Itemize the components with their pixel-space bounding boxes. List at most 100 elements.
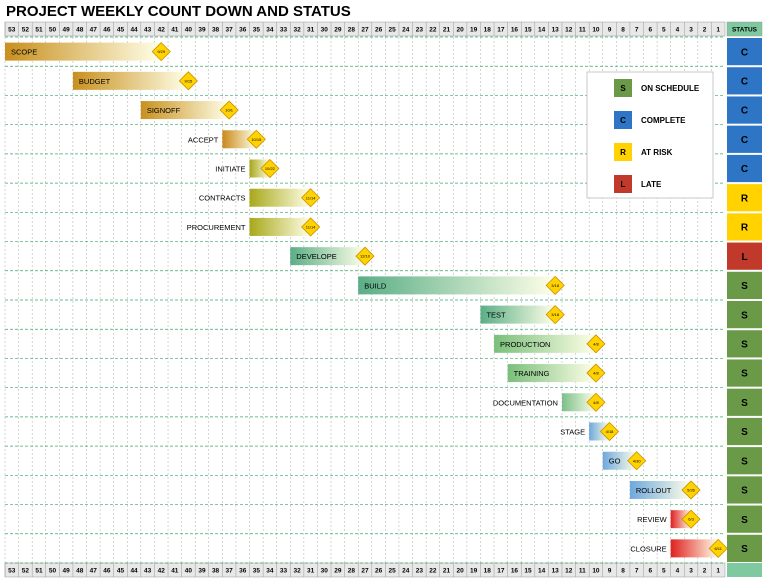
week-label: 32 — [293, 568, 301, 575]
milestone-date: 4/8 — [593, 400, 599, 405]
week-label: 17 — [497, 27, 505, 34]
milestone-date: 10/15 — [251, 137, 262, 142]
task-bar — [561, 393, 596, 412]
task-bar — [290, 247, 365, 266]
status-cell — [727, 301, 762, 329]
week-label: 47 — [90, 568, 98, 575]
week-label: 4 — [676, 27, 680, 34]
week-label: 28 — [348, 27, 356, 34]
status-cell — [727, 476, 762, 504]
week-label: 20 — [456, 27, 464, 34]
week-label: 26 — [375, 568, 383, 575]
milestone — [599, 421, 620, 442]
milestone-date: 10/1 — [225, 108, 234, 113]
status-cell — [727, 125, 762, 153]
week-label: 37 — [226, 568, 234, 575]
status-code: S — [741, 427, 748, 438]
week-label: 11 — [579, 27, 586, 34]
status-cell — [727, 213, 762, 241]
task-label: TEST — [486, 311, 506, 320]
week-label: 32 — [293, 27, 301, 34]
week-label: 8 — [621, 568, 625, 575]
task-bar — [629, 480, 692, 499]
status-cell — [727, 271, 762, 299]
task-label: GO — [609, 457, 621, 466]
week-label: 12 — [565, 27, 573, 34]
legend-code: S — [620, 84, 626, 93]
task-bar — [480, 305, 556, 324]
status-code: S — [741, 486, 748, 497]
legend-label: AT RISK — [641, 148, 673, 157]
status-code: C — [741, 76, 748, 87]
week-label: 31 — [307, 27, 315, 34]
task-bar — [602, 451, 637, 470]
week-label: 39 — [198, 27, 206, 34]
task-label: DOCUMENTATION — [493, 398, 558, 407]
week-label: 48 — [76, 27, 84, 34]
week-label: 7 — [635, 27, 639, 34]
week-label: 36 — [239, 568, 247, 575]
week-label: 33 — [280, 568, 288, 575]
week-label: 15 — [524, 27, 532, 34]
week-label: 25 — [389, 568, 397, 575]
milestone-date: 4/8 — [593, 341, 599, 346]
status-cell — [727, 359, 762, 387]
milestone-date: 11/14 — [306, 225, 316, 230]
status-cell — [727, 417, 762, 446]
task-label: PRODUCTION — [500, 340, 550, 349]
milestone — [246, 129, 266, 149]
week-label: 35 — [253, 27, 261, 34]
status-footer-bg — [727, 563, 762, 577]
milestone — [627, 451, 647, 471]
week-label: 27 — [361, 27, 369, 34]
milestone — [545, 275, 565, 295]
legend-code: L — [621, 180, 626, 189]
task-label: BUDGET — [79, 77, 111, 86]
week-label: 22 — [429, 27, 437, 34]
task-bar — [507, 364, 596, 383]
status-code: S — [741, 515, 748, 526]
week-label: 21 — [443, 27, 451, 34]
task-label: ROLLOUT — [636, 486, 672, 495]
task-bar — [589, 422, 610, 441]
week-label: 40 — [185, 568, 193, 575]
status-header-bg — [726, 21, 763, 37]
milestone-date: 6/11 — [714, 546, 722, 551]
status-cell — [727, 505, 762, 533]
milestone-date: 9/15 — [184, 78, 193, 83]
week-label: 52 — [22, 568, 30, 575]
week-label: 3 — [689, 27, 693, 34]
week-label: 50 — [49, 568, 57, 575]
week-label: 26 — [375, 27, 383, 34]
task-bar — [249, 217, 311, 236]
week-label: 5 — [662, 27, 666, 34]
status-code: C — [741, 47, 748, 58]
status-code: C — [741, 135, 748, 146]
legend-code: R — [620, 148, 626, 157]
status-code: R — [741, 223, 749, 234]
week-label: 25 — [389, 27, 397, 34]
task-label: TRAINING — [514, 369, 550, 378]
legend-swatch — [614, 143, 632, 161]
task-label: CONTRACTS — [199, 194, 246, 203]
task-bar — [140, 101, 230, 120]
milestone — [301, 188, 321, 208]
week-label: 48 — [76, 568, 84, 575]
milestone — [151, 42, 171, 62]
task-bar — [249, 188, 311, 207]
week-label: 24 — [402, 27, 410, 34]
milestone — [301, 217, 321, 237]
status-cell — [727, 96, 762, 124]
week-label: 14 — [538, 568, 546, 575]
milestone-date: 6/3 — [688, 517, 694, 522]
week-label: 43 — [144, 27, 152, 34]
status-code: C — [741, 164, 748, 175]
week-label: 21 — [443, 568, 451, 575]
milestone-date: 10/22 — [265, 166, 276, 171]
week-label: 40 — [185, 27, 193, 34]
task-label: CLOSURE — [630, 544, 666, 553]
week-label: 29 — [334, 27, 342, 34]
milestone-date: 9/29 — [157, 49, 166, 54]
week-label: 14 — [538, 27, 546, 34]
week-label: 29 — [334, 568, 342, 575]
